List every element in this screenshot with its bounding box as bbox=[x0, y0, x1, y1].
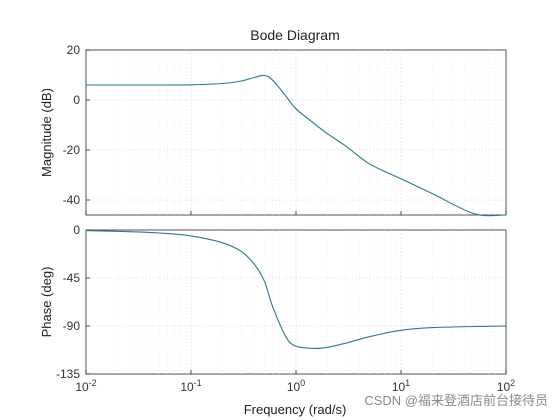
y-axis-label: Phase (deg) bbox=[39, 267, 54, 338]
series-line-panel-2 bbox=[85, 230, 507, 349]
y-tick-label: 20 bbox=[67, 43, 81, 57]
watermark-text: CSDN @福来登酒店前台接待员 bbox=[364, 393, 548, 408]
plot-panels: 20 0 -20 -40 Magnitude (dB) 0 -45 -90 -135 Phase … bbox=[39, 43, 515, 394]
x-tick-label: 102 bbox=[497, 378, 515, 394]
y-tick-label: 0 bbox=[73, 93, 80, 107]
x-tick-label: 10-2 bbox=[75, 378, 96, 394]
panel-1: 20 0 -20 -40 Magnitude (dB) bbox=[39, 43, 507, 217]
y-tick-label: -40 bbox=[63, 193, 81, 207]
y-tick-label: 0 bbox=[73, 223, 80, 237]
x-tick-label: 101 bbox=[392, 378, 410, 394]
y-axis-label: Magnitude (dB) bbox=[39, 88, 54, 177]
y-tick-label: -135 bbox=[56, 367, 80, 381]
series-line-panel-1 bbox=[86, 74, 507, 217]
x-axis-label: Frequency (rad/s) bbox=[244, 402, 347, 417]
chart-title: Bode Diagram bbox=[250, 27, 340, 43]
y-tick-label: -45 bbox=[63, 271, 81, 285]
y-tick-label: -90 bbox=[63, 319, 81, 333]
x-tick-label: 10-1 bbox=[180, 378, 201, 394]
x-tick-label: 100 bbox=[287, 378, 305, 394]
y-tick-label: -20 bbox=[63, 143, 81, 157]
panel-2: 0 -45 -90 -135 Phase (deg) bbox=[39, 223, 507, 381]
